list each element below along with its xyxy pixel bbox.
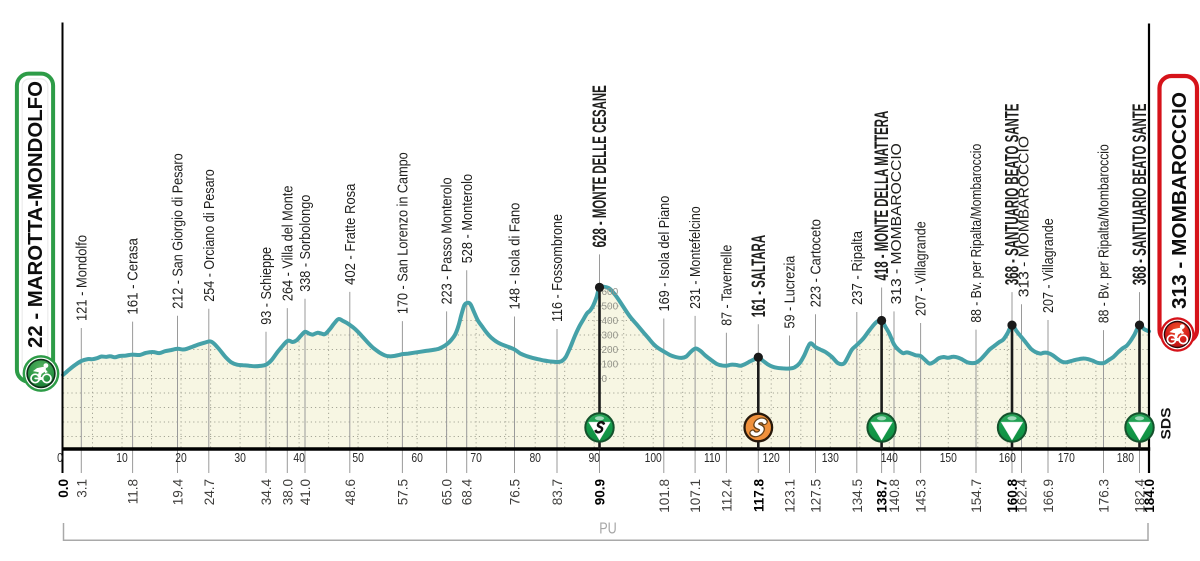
svg-text:170 - San Lorenzo in Campo: 170 - San Lorenzo in Campo [396,152,412,314]
svg-text:600: 600 [602,287,619,298]
svg-text:10: 10 [116,450,128,465]
svg-text:237 - Ripalta: 237 - Ripalta [850,231,866,305]
svg-text:313 - MOMBAROCCIO: 313 - MOMBAROCCIO [1016,136,1033,297]
svg-text:300: 300 [602,331,619,342]
svg-text:70: 70 [470,450,482,465]
svg-text:101.8: 101.8 [656,479,672,513]
svg-text:112.4: 112.4 [718,479,734,512]
svg-text:121 - Mondolfo: 121 - Mondolfo [74,235,90,321]
svg-text:83.7: 83.7 [549,479,565,506]
svg-text:170: 170 [1058,450,1075,465]
svg-text:140: 140 [881,450,898,465]
svg-text:160.8: 160.8 [1004,479,1020,513]
svg-text:30: 30 [234,450,246,465]
svg-text:68.4: 68.4 [459,479,475,506]
svg-text:117.8: 117.8 [750,479,766,512]
svg-text:161 - Cerasa: 161 - Cerasa [126,238,142,315]
svg-text:231 - Montefelcino: 231 - Montefelcino [688,206,704,309]
svg-text:169 - Isola del Piano: 169 - Isola del Piano [657,196,673,312]
svg-text:24.7: 24.7 [201,479,217,506]
svg-text:528 - Monterolo: 528 - Monterolo [460,174,476,263]
svg-text:19.4: 19.4 [170,479,186,506]
svg-text:116 - Fossombrone: 116 - Fossombrone [550,214,566,322]
svg-text:100: 100 [645,450,662,465]
svg-text:100: 100 [602,360,619,371]
svg-text:48.6: 48.6 [342,479,358,506]
svg-text:182.4: 182.4 [1132,479,1148,513]
svg-text:223 - Passo Monterolo: 223 - Passo Monterolo [440,177,456,304]
svg-text:138.7: 138.7 [874,479,890,513]
svg-text:50: 50 [352,450,364,465]
svg-text:11.8: 11.8 [125,479,141,504]
svg-text:87 - Tavernelle: 87 - Tavernelle [720,245,736,326]
svg-text:PU: PU [599,521,617,538]
svg-text:134.5: 134.5 [849,479,865,513]
svg-text:123.1: 123.1 [782,479,798,513]
svg-text:93 - Schieppe: 93 - Schieppe [259,247,275,325]
svg-text:34.4: 34.4 [258,479,274,506]
svg-text:418 - MONTE DELLA MATTERA: 418 - MONTE DELLA MATTERA [872,111,893,281]
svg-text:207 - Villagrande: 207 - Villagrande [914,221,930,316]
svg-text:120: 120 [763,450,780,465]
svg-text:154.7: 154.7 [968,479,984,513]
svg-text:145.3: 145.3 [913,479,929,513]
svg-text:264 - Villa del Monte: 264 - Villa del Monte [280,186,296,302]
svg-text:400: 400 [602,316,619,327]
svg-text:150: 150 [940,450,957,465]
svg-text:41.0: 41.0 [297,479,313,506]
svg-text:160: 160 [999,450,1016,465]
svg-text:65.0: 65.0 [439,479,455,506]
svg-text:38.0: 38.0 [279,479,295,506]
svg-text:0: 0 [57,450,63,465]
svg-text:60: 60 [411,450,423,465]
svg-text:90.9: 90.9 [592,479,608,506]
svg-text:338 - Sorbolongo: 338 - Sorbolongo [298,195,314,292]
svg-text:166.9: 166.9 [1040,479,1056,513]
svg-text:223 - Cartoceto: 223 - Cartoceto [809,219,825,307]
svg-text:207 - Villagrande: 207 - Villagrande [1041,218,1057,313]
svg-text:80: 80 [529,450,541,465]
svg-text:628 - MONTE DELLE CESANE: 628 - MONTE DELLE CESANE [590,85,611,247]
svg-text:176.3: 176.3 [1096,479,1112,513]
svg-text:110: 110 [704,450,720,465]
svg-text:368 - SANTUARIO BEATO SANTE: 368 - SANTUARIO BEATO SANTE [1003,104,1024,286]
svg-text:76.5: 76.5 [507,479,523,506]
svg-text:184.0: 184.0 [1141,479,1157,513]
svg-text:162.4: 162.4 [1014,479,1030,513]
svg-text:212 - San Giorgio di Pesaro: 212 - San Giorgio di Pesaro [171,153,187,308]
svg-text:368 - SANTUARIO BEATO SANTE: 368 - SANTUARIO BEATO SANTE [1130,104,1151,286]
svg-text:500: 500 [602,302,619,313]
svg-text:148 - Isola di Fano: 148 - Isola di Fano [508,203,524,310]
svg-text:40: 40 [293,450,305,465]
svg-text:3.1: 3.1 [73,479,89,498]
svg-text:90: 90 [588,450,600,465]
svg-text:0.0: 0.0 [55,479,71,498]
svg-text:313 - MOMBAROCCIO: 313 - MOMBAROCCIO [888,143,905,304]
svg-text:88 - Bv. per Ripalta/Mombarocc: 88 - Bv. per Ripalta/Mombaroccio [969,144,985,323]
svg-text:254 - Orciano di Pesaro: 254 - Orciano di Pesaro [202,169,218,301]
svg-text:57.5: 57.5 [394,479,410,506]
svg-text:180: 180 [1117,450,1134,465]
svg-text:107.1: 107.1 [687,479,703,513]
svg-text:127.5: 127.5 [808,479,824,513]
svg-text:59 - Lucrezia: 59 - Lucrezia [783,256,799,329]
svg-text:0: 0 [602,374,608,385]
svg-text:88 - Bv. per Ripalta/Mombarocc: 88 - Bv. per Ripalta/Mombaroccio [1097,144,1113,323]
svg-text:313 - MOMBAROCCIO: 313 - MOMBAROCCIO [1168,92,1191,309]
svg-text:22 - MAROTTA-MONDOLFO: 22 - MAROTTA-MONDOLFO [24,81,47,348]
svg-text:20: 20 [175,450,187,465]
svg-text:161 - SALTARA: 161 - SALTARA [749,235,770,317]
svg-text:402 - Fratte Rosa: 402 - Fratte Rosa [343,184,359,285]
svg-text:SDS: SDS [1158,408,1174,440]
svg-text:200: 200 [602,345,619,356]
svg-text:130: 130 [822,450,839,465]
svg-text:140.8: 140.8 [886,479,902,513]
